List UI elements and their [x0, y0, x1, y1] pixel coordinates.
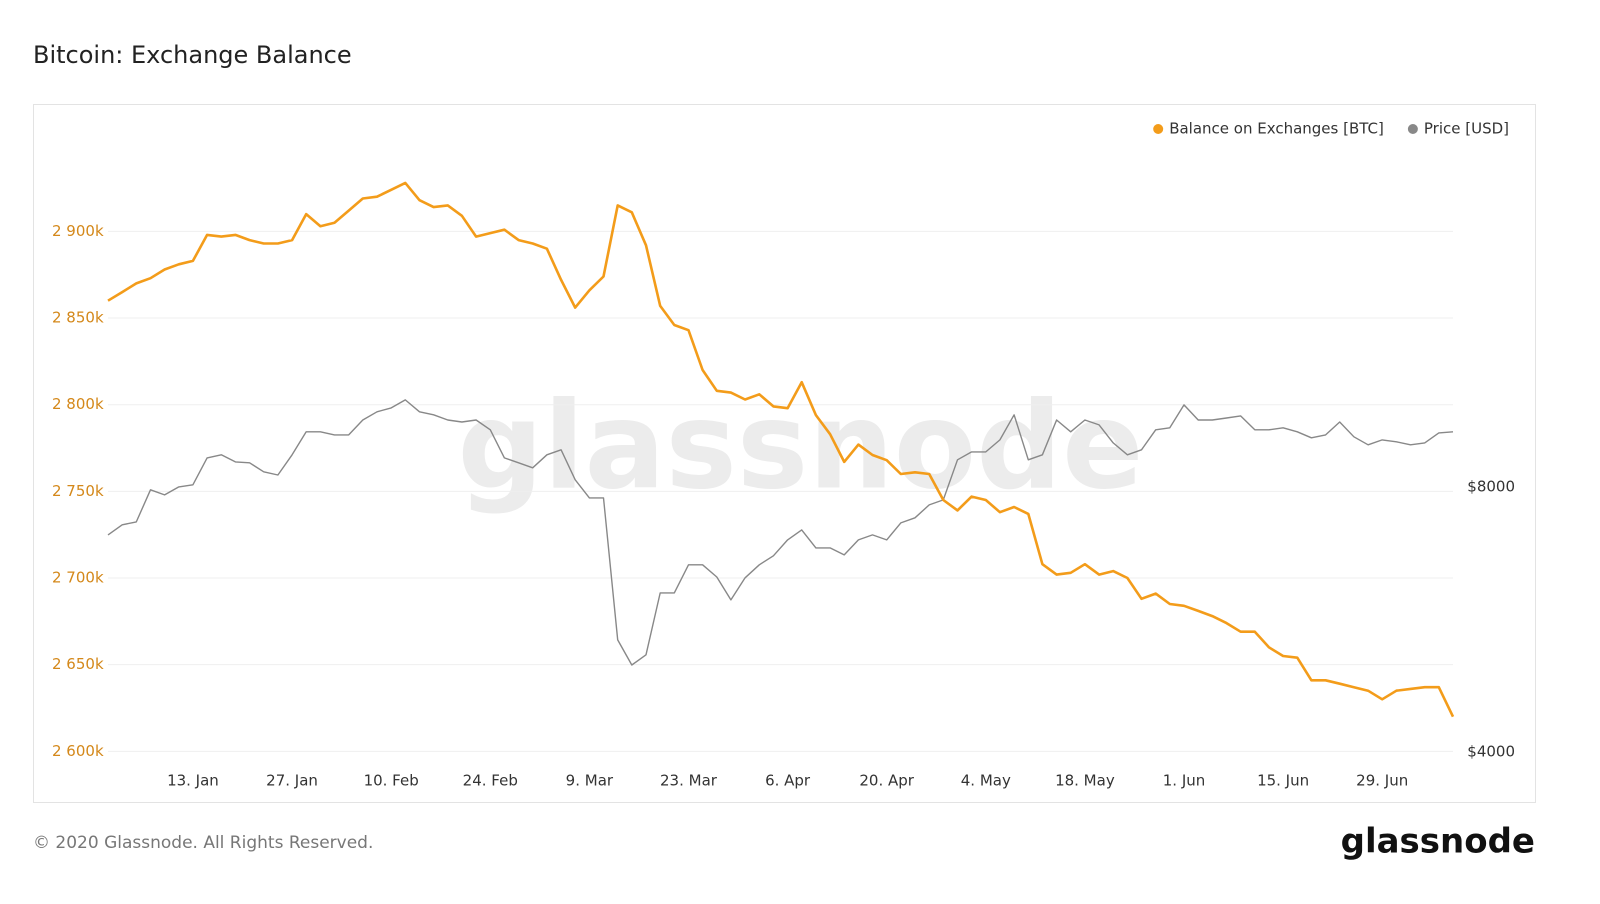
x-tick-label: 23. Mar [660, 772, 718, 790]
x-tick-label: 29. Jun [1356, 772, 1408, 790]
y-tick-label: 2 750k [52, 482, 104, 500]
x-tick-label: 18. May [1055, 772, 1115, 790]
y2-tick-label: $8000 [1467, 477, 1515, 495]
x-tick-label: 13. Jan [167, 772, 219, 790]
legend-swatch [1153, 124, 1164, 134]
series-line [107, 181, 1455, 718]
watermark: glassnode [457, 378, 1143, 517]
y-tick-label: 2 600k [52, 742, 104, 760]
plot: glassnode 2 600k 2 650k 2 700k 2 750k 2 800k 2… [52, 120, 1515, 790]
y-tick-label: 2 650k [52, 655, 104, 673]
x-tick-label: 27. Jan [266, 772, 318, 790]
x-tick-label: 4. May [961, 772, 1011, 790]
chart-frame [33, 104, 1536, 803]
x-tick-label: 1. Jun [1163, 772, 1206, 790]
series-line [107, 399, 1454, 666]
logo: glassnode [1341, 822, 1535, 862]
x-tick-label: 24. Feb [463, 772, 518, 790]
x-tick-label: 15. Jun [1257, 772, 1309, 790]
y-tick-label: 2 850k [52, 309, 104, 327]
y-tick-label: 2 800k [52, 395, 104, 413]
x-tick-label: 20. Apr [859, 772, 914, 790]
legend-label: Balance on Exchanges [BTC] [1169, 120, 1384, 138]
y-tick-label: 2 700k [52, 569, 104, 587]
x-tick-label: 6. Apr [765, 772, 811, 790]
footer: © 2020 Glassnode. All Rights Reserved. [33, 833, 373, 853]
y2-tick-label: $4000 [1467, 742, 1515, 760]
legend-label: Price [USD] [1424, 120, 1509, 138]
x-tick-label: 10. Feb [364, 772, 419, 790]
x-tick-label: 9. Mar [566, 772, 614, 790]
legend-swatch [1407, 124, 1418, 134]
y-tick-label: 2 900k [52, 222, 104, 240]
chart-title: Bitcoin: Exchange Balance [33, 41, 352, 69]
